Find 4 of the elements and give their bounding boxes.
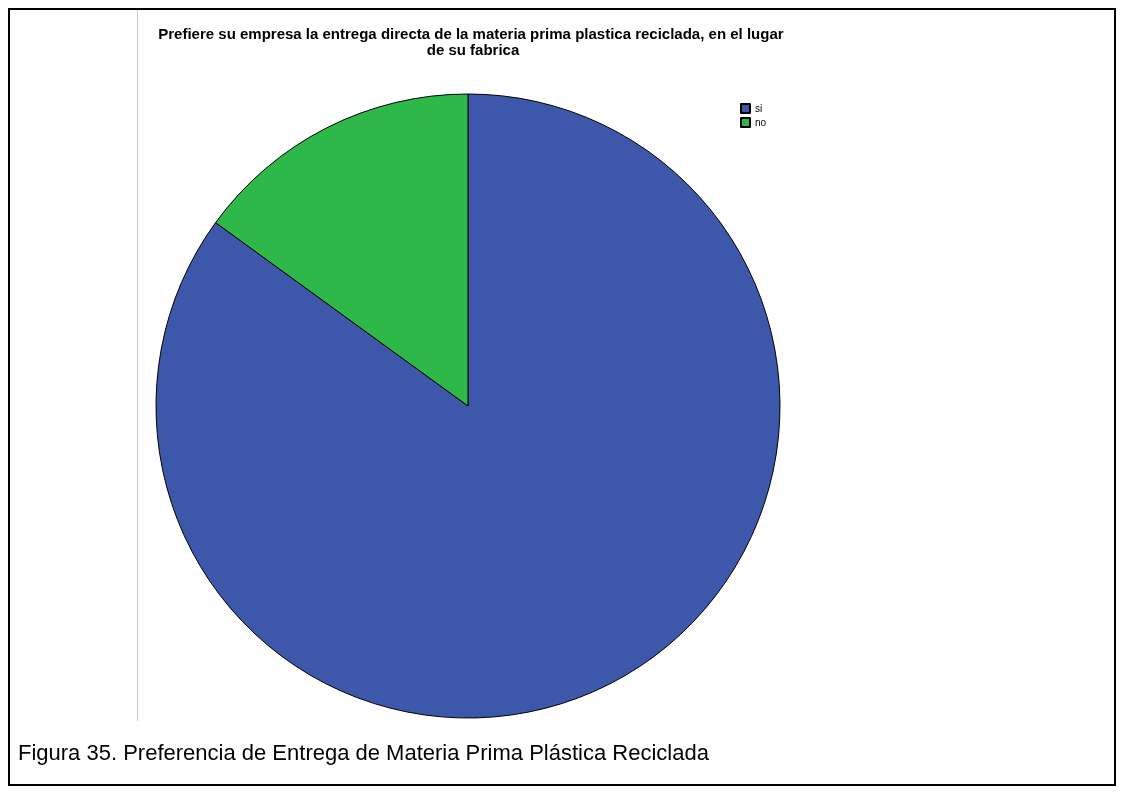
legend-label: no: [755, 117, 767, 128]
legend-label: si: [755, 103, 763, 114]
chart-title: Prefiere su empresa la entrega directa de la materia prima plastica reciclada, en el lugar de su fabrica: [158, 24, 788, 58]
text: Figura 35. Preferencia de Entrega de Materia Prima Plástica Reciclada: [18, 740, 709, 766]
